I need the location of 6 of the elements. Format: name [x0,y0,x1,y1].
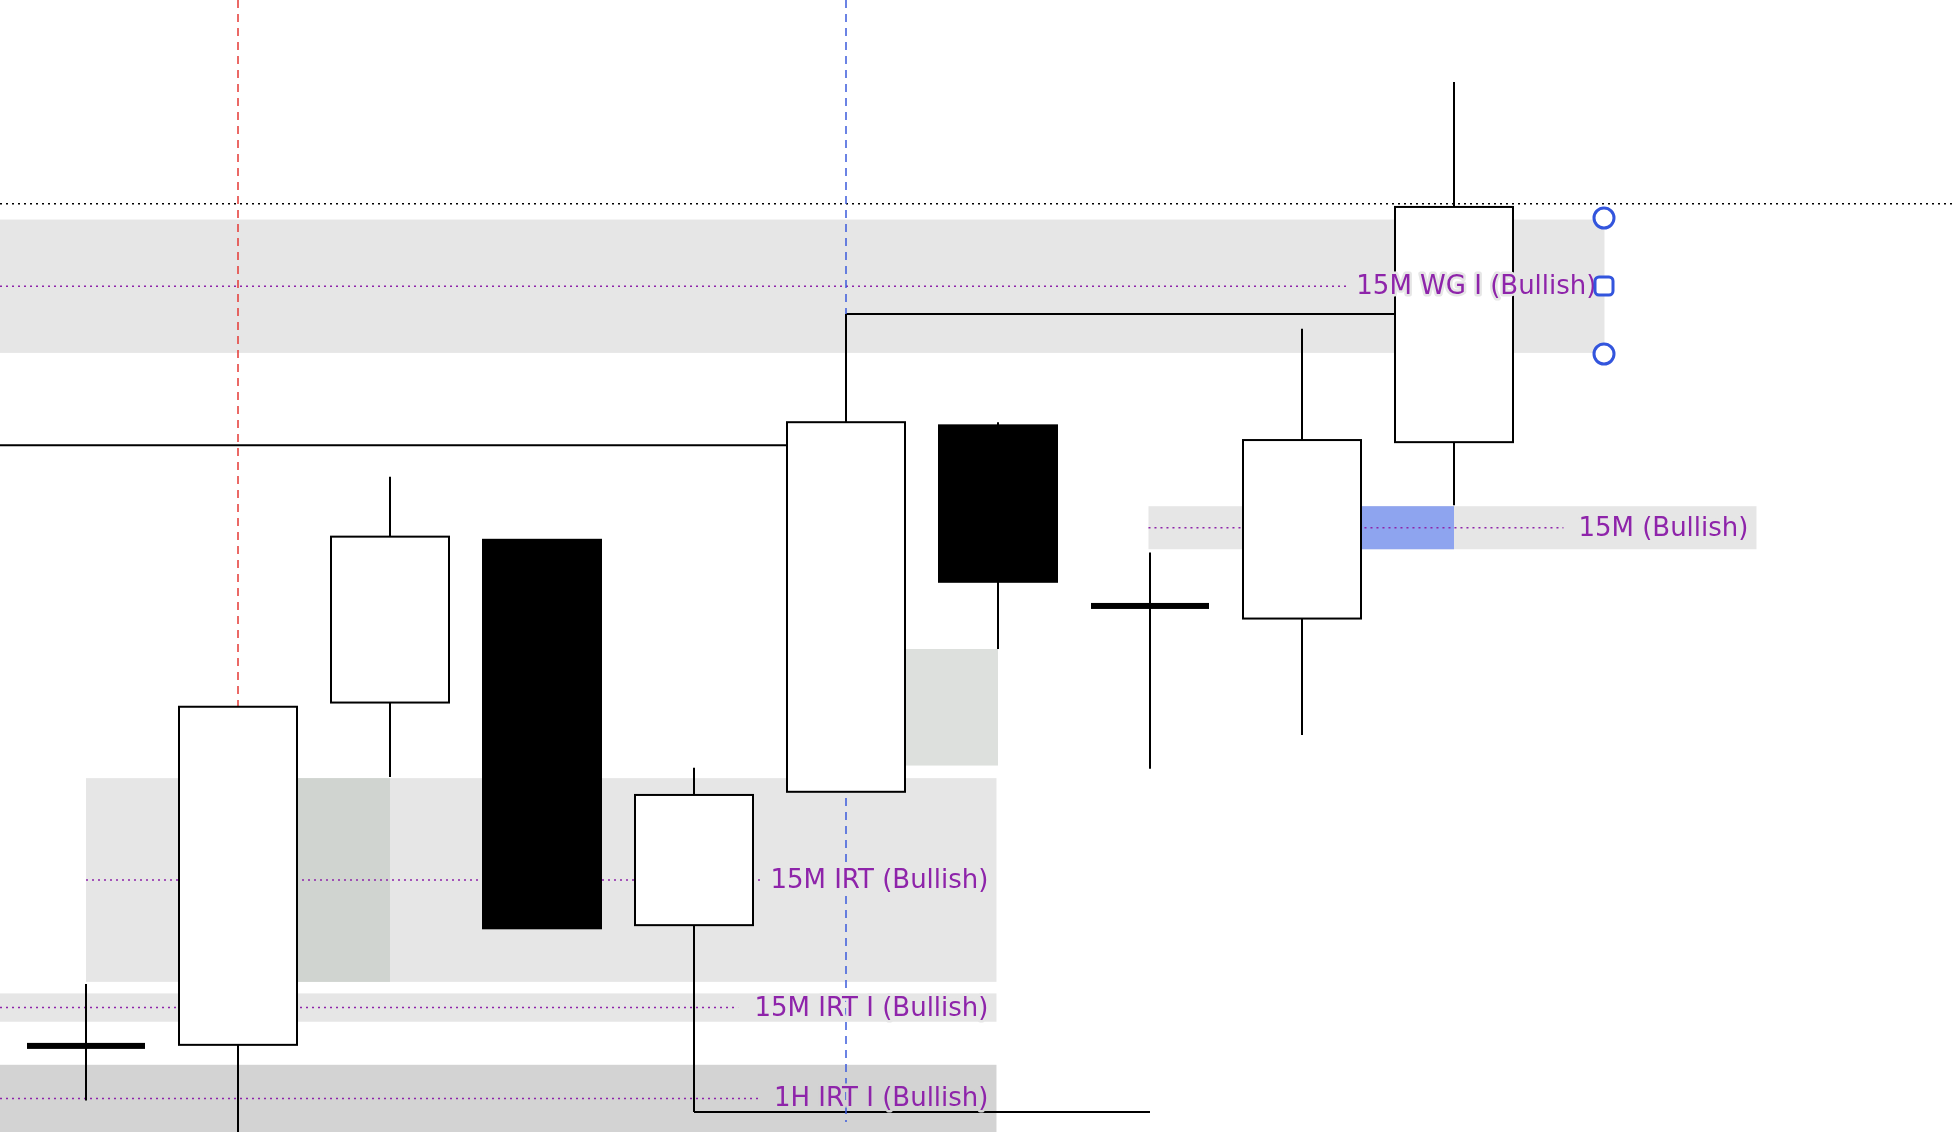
candlestick [27,982,145,1102]
band-label: 15M IRT I (Bullish) [754,991,989,1022]
band-label: 1H IRT I (Bullish) [773,1082,989,1113]
band-label: 15M (Bullish) [1578,511,1749,542]
candlestick [1091,551,1209,770]
band-label: 15M IRT (Bullish) [770,864,989,894]
